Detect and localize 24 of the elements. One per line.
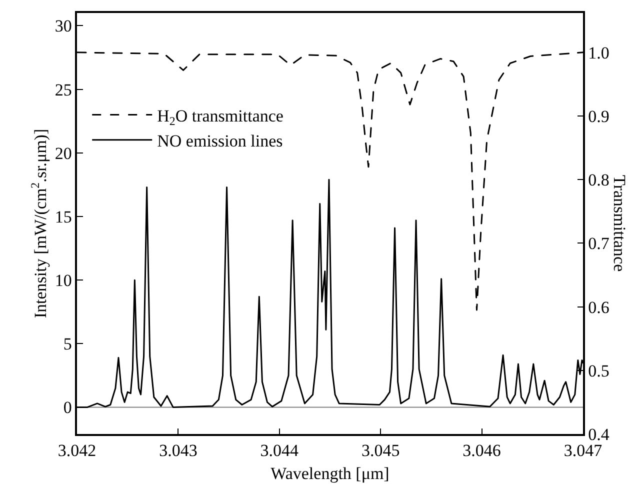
- x-tick-label: 3.044: [260, 441, 300, 460]
- y2-tick-label: 0.6: [588, 298, 610, 317]
- y2-tick-label: 0.7: [588, 234, 610, 254]
- y-tick-label: 15: [54, 207, 72, 226]
- x-tick-label: 3.043: [159, 441, 198, 460]
- y2-tick-label: 0.5: [588, 361, 610, 380]
- y-tick-label: 5: [63, 334, 72, 354]
- x-axis-title: Wavelength [μm]: [270, 464, 390, 484]
- y2-axis-title: Transmittance: [610, 175, 629, 272]
- legend-label: H$_{2}$O transmittance: [157, 106, 284, 128]
- x-tick-label: 3.046: [462, 441, 501, 460]
- y2-tick-label: 1.0: [588, 43, 610, 62]
- y-tick-label: 0: [63, 398, 72, 418]
- y-tick-label: 30: [54, 16, 72, 36]
- y-tick-label: 10: [54, 271, 72, 290]
- y-tick-label: 20: [54, 144, 72, 163]
- x-tick-label: 3.045: [361, 441, 400, 460]
- x-tick-label: 3.047: [564, 441, 603, 460]
- legend-label: NO emission lines: [157, 131, 283, 150]
- y-tick-label: 25: [54, 80, 72, 100]
- x-tick-label: 3.042: [58, 441, 96, 460]
- y2-tick-label: 0.9: [588, 106, 610, 126]
- y2-tick-label: 0.4: [588, 424, 610, 444]
- y2-tick-label: 0.8: [588, 170, 610, 190]
